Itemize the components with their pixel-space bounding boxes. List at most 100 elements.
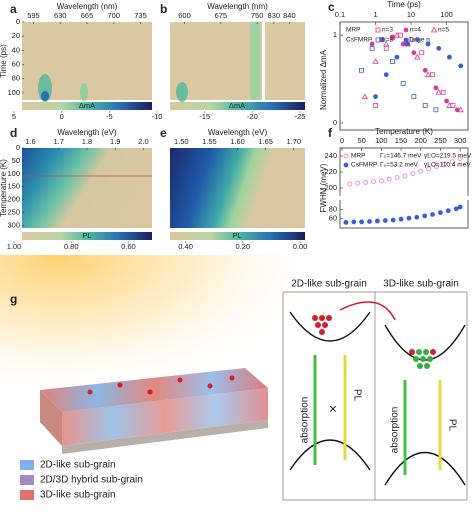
x-tick-label: 1 (373, 10, 377, 19)
point (372, 58, 379, 64)
legend-label: n=4 (410, 27, 421, 34)
panel-letter: g (10, 292, 17, 306)
heatmap-b (170, 22, 305, 100)
point (425, 41, 431, 47)
x-tick-label: 1.9 (110, 137, 120, 146)
point (447, 54, 452, 60)
point (402, 173, 408, 179)
arrow-label: absorption (390, 407, 401, 454)
x-tick-label: 100 (375, 136, 388, 145)
heatmap-feature (250, 22, 260, 100)
x-tick-label: 830 (268, 11, 281, 20)
y-tick-label: 300 (7, 220, 20, 229)
point (393, 31, 401, 38)
point (343, 219, 349, 225)
y-tick-label: 1 (333, 30, 337, 39)
y-tick-label: 240 (324, 151, 337, 160)
point (379, 37, 385, 42)
well (289, 311, 371, 342)
x-axis-label: Wavelength (eV) (208, 128, 268, 137)
colorbar-tick-label: -20 (247, 112, 258, 121)
legend-marker (343, 153, 349, 159)
point (375, 218, 380, 224)
point (351, 219, 357, 225)
point (411, 94, 417, 100)
y-tick-label: 60 (12, 60, 20, 69)
point (347, 181, 353, 187)
x-tick-label: 675 (215, 11, 228, 20)
colorbar-tick-label: 5 (12, 112, 16, 121)
arrow-label: PL (446, 419, 457, 432)
colorbar-tick-label: 0 (60, 112, 64, 121)
point (369, 45, 375, 51)
colorbar-tick-label: -15 (199, 112, 210, 121)
point (436, 45, 442, 51)
legend-swatch (20, 475, 34, 485)
x-tick-label: 150 (395, 136, 408, 145)
legend-marker (430, 26, 438, 33)
x-tick-label: 1.7 (54, 137, 64, 146)
point (394, 175, 400, 181)
x-tick-label: 300 (454, 136, 467, 145)
point (367, 219, 372, 224)
point (414, 214, 420, 220)
colorbar-tick-label: 1.00 (7, 242, 22, 251)
point (369, 41, 375, 47)
point (426, 166, 432, 172)
axis-break (262, 22, 265, 100)
legend-marker (343, 162, 349, 168)
legend-group: CsFMRP (346, 37, 372, 44)
colorbar-label: PL (232, 231, 241, 240)
legend-label: n=3 (382, 37, 393, 44)
panel-letter: c (328, 0, 335, 14)
plot-frame (339, 21, 469, 131)
x-tick-label: 0 (340, 136, 344, 145)
y-tick-label: 80 (329, 204, 337, 213)
point (440, 89, 446, 95)
colorbar (22, 232, 152, 240)
x-axis-label: Wavelength (nm) (207, 2, 268, 11)
colorbar (22, 102, 152, 110)
x-axis-label: Wavelength (eV) (57, 128, 117, 137)
legend-marker (403, 37, 409, 43)
legend-group: MRP (346, 27, 360, 34)
point (408, 37, 414, 42)
point (400, 81, 406, 86)
colorbar-tick-label: 0.60 (121, 242, 136, 251)
colorbar (170, 102, 305, 110)
colorbar-tick-label: 0.20 (235, 242, 250, 251)
crystal-side (40, 390, 62, 446)
arrow-label: PL (351, 389, 362, 402)
x-tick-label: 600 (178, 11, 191, 20)
y-axis-label: FWHM (meV) (319, 163, 328, 212)
point (383, 72, 389, 78)
x-tick-label: 840 (283, 11, 296, 20)
y-axis-label: Time (ps) (0, 44, 8, 78)
heatmap-e (170, 148, 305, 228)
x-tick-label: 750 (251, 11, 264, 20)
point (394, 54, 400, 60)
y-tick-label: 40 (12, 45, 20, 54)
point (438, 210, 443, 216)
point (406, 215, 412, 221)
heatmap-d (22, 148, 152, 228)
fit-parameter: γLO=110.4 meV (424, 162, 471, 169)
x-tick-label: 700 (108, 11, 121, 20)
x-axis-label: Temperature (K) (375, 127, 433, 136)
point (457, 106, 464, 113)
point (398, 216, 404, 222)
point (355, 180, 361, 186)
legend-label: n=3 (382, 27, 393, 34)
point (411, 50, 417, 56)
point (358, 67, 364, 73)
carriers (87, 375, 235, 395)
y-tick-label: 250 (7, 208, 20, 217)
point (378, 178, 384, 184)
panel-letter: f (328, 126, 333, 140)
fit-parameter: γLO=219.5 meV (424, 153, 472, 160)
y-tick-label: 220 (324, 167, 337, 176)
colorbar-tick-label: 0.80 (64, 242, 79, 251)
panel-letter: a (10, 2, 17, 16)
panel-letter: b (160, 2, 167, 16)
colorbar-label: ΔmA (229, 101, 245, 110)
